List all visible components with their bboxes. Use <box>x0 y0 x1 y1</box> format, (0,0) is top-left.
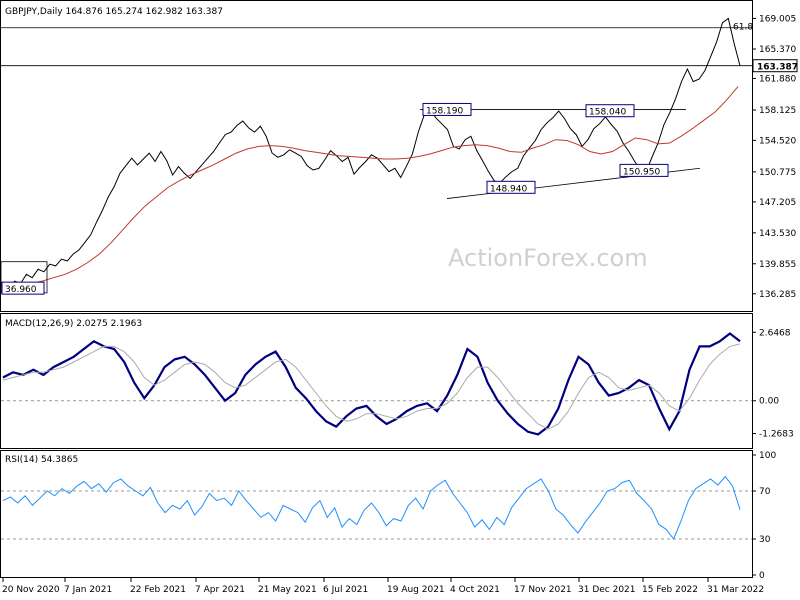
macd-panel-frame <box>0 313 753 449</box>
last-price-tag <box>752 59 798 73</box>
series-line <box>2 332 741 436</box>
y-tick-label: 136.285 <box>759 290 796 300</box>
rsi-panel-frame <box>0 450 753 578</box>
price-label: 158.040 <box>589 108 626 118</box>
price-label: 36.960 <box>5 285 37 295</box>
x-tick-label: 31 Mar 2022 <box>707 585 764 595</box>
y-tick-label: 139.855 <box>759 260 796 270</box>
x-tick-label: 19 Aug 2021 <box>387 585 445 595</box>
y-tick-label: 100 <box>759 451 776 461</box>
x-tick-label: 6 Jul 2021 <box>323 585 368 595</box>
y-tick-label: 150.775 <box>759 168 796 178</box>
rsi-title: RSI(14) 54.3865 <box>5 455 78 465</box>
macd-title: MACD(12,26,9) 2.0275 2.1963 <box>5 319 142 329</box>
price-label-box <box>422 102 472 116</box>
price-panel-frame <box>0 0 753 312</box>
series-line <box>2 17 741 289</box>
x-tick-label: 15 Feb 2022 <box>642 585 698 595</box>
series-line <box>2 475 741 540</box>
series-line <box>7 86 739 289</box>
price-label: 158.190 <box>426 106 463 116</box>
y-tick-label: 147.205 <box>759 198 796 208</box>
y-tick-label: 70 <box>759 487 771 497</box>
y-tick-label: 0 <box>759 571 765 581</box>
last-price-label: 163.387 <box>757 63 798 73</box>
y-tick-label: 30 <box>759 535 771 545</box>
price-label-box <box>585 104 635 118</box>
x-tick-label: 4 Oct 2021 <box>450 585 500 595</box>
y-tick-label: 154.520 <box>759 136 796 146</box>
y-tick-label: 2.6468 <box>759 328 791 338</box>
y-tick-label: 0.00 <box>759 397 779 407</box>
y-tick-label: 161.880 <box>759 74 796 84</box>
price-label: 150.950 <box>623 167 660 177</box>
y-tick-label: 165.370 <box>759 45 796 55</box>
x-tick-label: 22 Feb 2021 <box>130 585 186 595</box>
x-tick-label: 7 Jan 2021 <box>64 585 112 595</box>
y-tick-label: -1.2683 <box>759 430 794 440</box>
price-label-box <box>486 180 536 194</box>
x-tick-label: 17 Nov 2021 <box>514 585 572 595</box>
y-tick-label: 158.125 <box>759 106 796 116</box>
price-label: 148.940 <box>490 184 527 194</box>
series-line <box>2 343 741 430</box>
x-tick-label: 31 Dec 2021 <box>578 585 636 595</box>
x-tick-label: 21 May 2021 <box>258 585 317 595</box>
price-title: GBPJPY,Daily 164.876 165.274 162.982 163… <box>5 7 223 17</box>
y-tick-label: 169.005 <box>759 14 796 24</box>
price-label-box <box>1 281 45 295</box>
x-tick-label: 20 Nov 2020 <box>2 585 60 595</box>
x-tick-label: 7 Apr 2021 <box>195 585 245 595</box>
watermark: ActionForex.com <box>448 244 648 272</box>
y-tick-label: 143.530 <box>759 229 796 239</box>
fib-label: 61.8 <box>733 23 753 33</box>
price-label-box <box>619 163 669 177</box>
